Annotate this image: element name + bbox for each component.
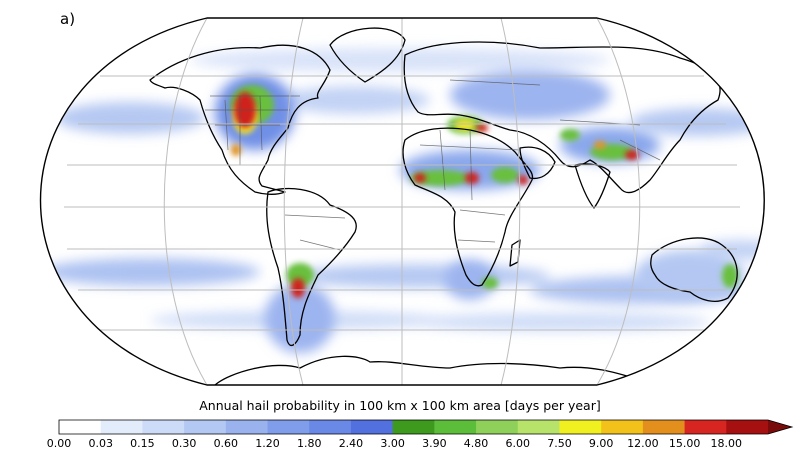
africa <box>402 127 534 287</box>
colorbar-bin <box>601 420 644 434</box>
colorbar-bin <box>476 420 519 434</box>
colorbar-tick-label: 3.00 <box>380 437 405 450</box>
colorbar-bin <box>642 420 686 434</box>
colorbar-bin <box>142 420 185 434</box>
colorbar-extend-arrow <box>768 420 792 434</box>
colorbar-tick-label: 7.50 <box>547 437 572 450</box>
panel-label: a) <box>60 10 76 28</box>
colorbar-tick-label: 1.80 <box>296 437 322 450</box>
colorbar-bin <box>225 420 269 434</box>
colorbar-tick-label: 18.00 <box>710 437 743 450</box>
world-hail-map <box>40 17 765 386</box>
colorbar-tick-label: 0.30 <box>171 437 197 450</box>
south-america <box>266 187 357 347</box>
colorbar-tick-label: 0.60 <box>213 437 239 450</box>
colorbar <box>58 419 794 435</box>
colorbar-tick-label: 4.80 <box>463 437 489 450</box>
colorbar-frame <box>58 419 794 435</box>
colorbar-bin <box>309 420 352 434</box>
colorbar-tick-label: 12.00 <box>627 437 659 450</box>
colorbar-bin <box>100 420 143 434</box>
colorbar-tick-label: 3.90 <box>422 437 447 450</box>
australia <box>650 237 738 302</box>
colorbar-bin <box>517 420 560 434</box>
colorbar-bin <box>59 420 102 434</box>
colorbar-tick-label: 15.00 <box>668 437 701 450</box>
arabia <box>519 146 556 180</box>
antarctica <box>214 355 641 385</box>
colorbar-tick-label: 0.15 <box>130 437 155 450</box>
colorbar-tick-label: 9.00 <box>588 437 614 450</box>
colorbar-tick-label: 1.20 <box>255 437 280 450</box>
colorbar-bin <box>392 420 435 434</box>
eurasia <box>403 41 721 194</box>
colorbar-bin <box>350 420 394 434</box>
country-borders <box>205 79 661 251</box>
colorbar-bin <box>434 420 477 434</box>
colorbar-tick-label: 0.03 <box>88 437 113 450</box>
colorbar-bin <box>267 420 310 434</box>
greenland <box>329 27 406 83</box>
colorbar-title: Annual hail probability in 100 km x 100 … <box>199 398 601 413</box>
colorbar-bin <box>684 420 727 434</box>
colorbar-bin <box>184 420 227 434</box>
colorbar-tick-label: 0.00 <box>46 437 72 450</box>
colorbar-tick-label: 2.40 <box>338 437 364 450</box>
colorbar-bin <box>726 420 769 434</box>
north-america <box>149 44 331 195</box>
colorbar-tick-label: 6.00 <box>505 437 531 450</box>
graticule <box>64 17 740 386</box>
globe-outline <box>40 17 765 386</box>
colorbar-bin <box>559 420 602 434</box>
